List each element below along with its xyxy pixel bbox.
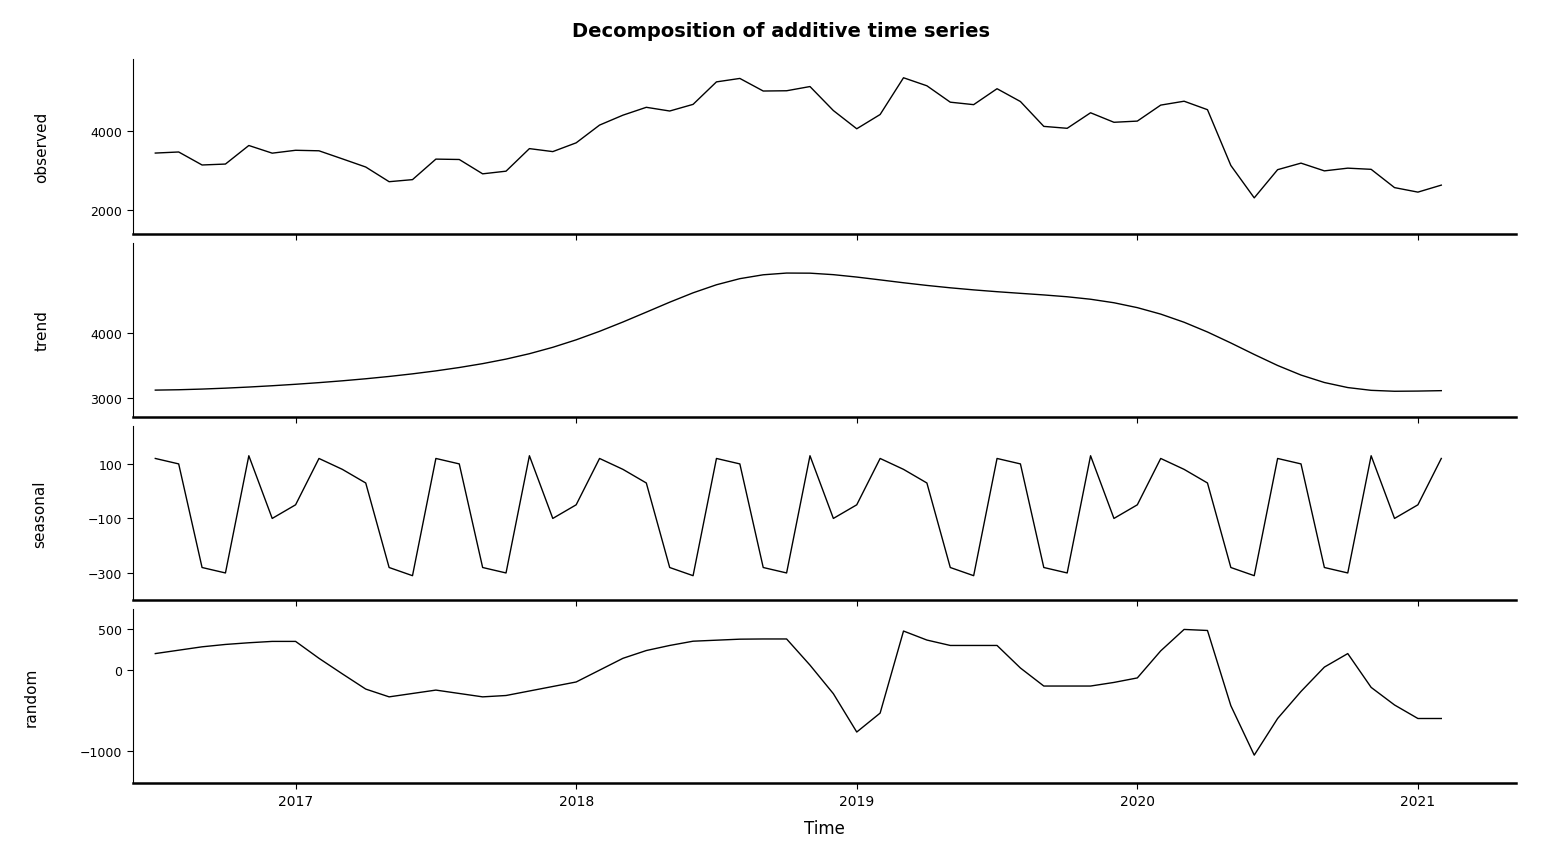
Y-axis label: seasonal: seasonal (31, 480, 47, 547)
Y-axis label: trend: trend (34, 310, 50, 350)
Y-axis label: random: random (23, 666, 39, 726)
X-axis label: Time: Time (803, 819, 846, 837)
Text: Decomposition of additive time series: Decomposition of additive time series (572, 22, 991, 40)
Y-axis label: observed: observed (34, 112, 50, 183)
